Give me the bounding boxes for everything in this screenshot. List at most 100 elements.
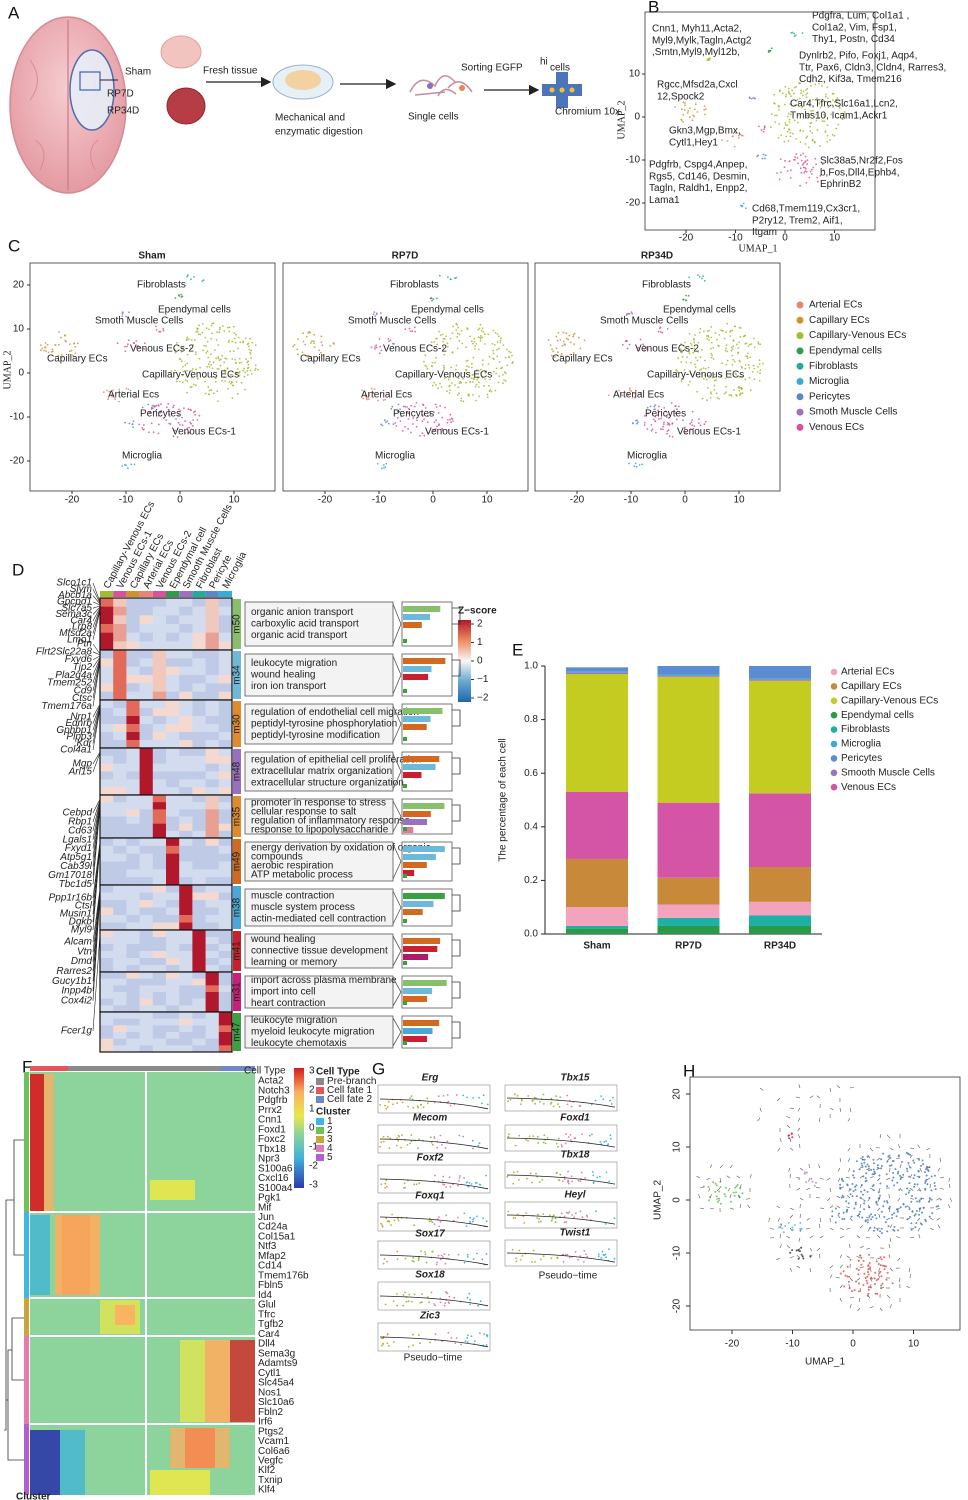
legend-swatch bbox=[796, 332, 804, 340]
heatmap-cell bbox=[139, 937, 154, 945]
cell-dot bbox=[552, 350, 555, 353]
cell-dot bbox=[50, 351, 53, 353]
cell-dot bbox=[744, 334, 747, 337]
cell-dot bbox=[893, 1225, 896, 1228]
heatmap-cell bbox=[218, 900, 233, 908]
velocity-arrow bbox=[886, 1294, 891, 1299]
cell-dot bbox=[841, 1218, 844, 1220]
cell-dot bbox=[449, 389, 452, 391]
heatmap-cell bbox=[152, 708, 167, 717]
pseudotime-dot bbox=[605, 1256, 607, 1258]
cell-dot bbox=[930, 1175, 933, 1178]
cell-dot bbox=[758, 125, 760, 128]
cell-dot bbox=[782, 1231, 785, 1234]
cell-dot bbox=[190, 376, 193, 379]
cell-dot bbox=[311, 340, 313, 343]
heatmap-cell bbox=[218, 951, 233, 959]
pseudotime-dot bbox=[542, 1141, 545, 1144]
cell-dot bbox=[177, 414, 180, 417]
cell-dot bbox=[713, 384, 716, 387]
cell-dot bbox=[805, 1181, 808, 1184]
cell-dot bbox=[713, 379, 716, 382]
bar-box bbox=[401, 703, 453, 745]
cell-dot bbox=[867, 1165, 870, 1168]
heatmap-cell bbox=[100, 763, 114, 772]
velocity-arrow bbox=[869, 1187, 874, 1191]
heatmap-cell bbox=[218, 763, 233, 772]
cell-dot bbox=[249, 337, 251, 340]
y-tick-label: -10 bbox=[10, 412, 25, 423]
pseudotime-dot bbox=[430, 1291, 433, 1294]
pseudotime-dot bbox=[557, 1103, 559, 1105]
heatmap-cell bbox=[218, 992, 233, 999]
pseudotime-dot bbox=[379, 1145, 381, 1148]
gene-label: Mif bbox=[258, 1202, 272, 1213]
go-term: compounds bbox=[251, 852, 303, 863]
cell-dot bbox=[389, 339, 392, 341]
cell-dot bbox=[842, 114, 845, 117]
heatmap-cell bbox=[126, 930, 140, 938]
gene-label: Cox4i2 bbox=[61, 995, 93, 1006]
velocity-arrow bbox=[889, 1304, 892, 1309]
cell-dot bbox=[899, 1206, 902, 1209]
dendrogram bbox=[4, 1139, 24, 1461]
pseudotime-dot bbox=[435, 1263, 438, 1266]
velocity-arrow bbox=[836, 1195, 841, 1199]
cell-dot bbox=[186, 338, 188, 340]
cell-dot bbox=[826, 140, 828, 143]
heatmap-cell bbox=[126, 641, 140, 651]
velocity-arrow bbox=[918, 1234, 921, 1239]
pseudotime-dot bbox=[573, 1216, 575, 1219]
pseudotime-curve bbox=[379, 1178, 489, 1190]
cell-dot bbox=[235, 333, 237, 336]
heatmap-cell bbox=[205, 641, 220, 651]
heatmap-cell bbox=[179, 998, 193, 1006]
cell-dot bbox=[688, 276, 691, 279]
pseudotime-dot bbox=[566, 1103, 569, 1106]
cell-dot bbox=[199, 333, 202, 336]
cell-dot bbox=[886, 1185, 889, 1188]
cell-dot bbox=[866, 1275, 869, 1278]
gene-label: Gphbp1 bbox=[56, 725, 92, 736]
cell-dot bbox=[676, 369, 678, 372]
cell-dot bbox=[482, 359, 484, 362]
cell-dot bbox=[882, 1152, 885, 1155]
cell-dot bbox=[304, 343, 307, 346]
bar-segment bbox=[566, 925, 628, 929]
heatmap-block bbox=[44, 1074, 54, 1212]
cell-dot bbox=[846, 1184, 849, 1187]
cell-dot bbox=[44, 342, 47, 344]
heatmap-cell bbox=[152, 985, 167, 993]
cell-dot bbox=[833, 101, 836, 103]
cell-dot bbox=[121, 315, 124, 317]
cell-dot bbox=[401, 430, 404, 432]
cell-dot bbox=[909, 1154, 912, 1156]
cell-dot bbox=[492, 349, 494, 352]
cell-dot bbox=[197, 333, 200, 336]
cell-dot bbox=[214, 380, 217, 383]
cell bbox=[459, 85, 465, 91]
cell-dot bbox=[643, 421, 646, 424]
pseudotime-dot bbox=[551, 1217, 554, 1220]
cell-dot bbox=[899, 1174, 901, 1177]
cell-dot bbox=[694, 334, 696, 336]
axis-label: Pseudo−time bbox=[404, 1353, 463, 1364]
heatmap-cell bbox=[126, 892, 140, 901]
velocity-arrow bbox=[746, 1197, 751, 1200]
cell-dot bbox=[143, 347, 146, 350]
cell-dot bbox=[684, 346, 687, 349]
pseudotime-dot bbox=[521, 1255, 524, 1257]
cell-dot bbox=[826, 124, 829, 127]
legend-swatch bbox=[796, 362, 804, 370]
cell-dot bbox=[680, 108, 683, 111]
cell-dot bbox=[414, 330, 416, 333]
heatmap-cell bbox=[166, 748, 180, 757]
heatmap-cell bbox=[126, 1045, 140, 1053]
velocity-arrow bbox=[948, 1177, 951, 1182]
velocity-arrow bbox=[878, 1267, 881, 1272]
cell-dot bbox=[824, 130, 827, 133]
gene-title: Tbx15 bbox=[561, 1073, 590, 1084]
heatmap-cell bbox=[139, 624, 154, 633]
cell-dot bbox=[835, 1207, 837, 1210]
velocity-arrow bbox=[949, 1184, 951, 1189]
